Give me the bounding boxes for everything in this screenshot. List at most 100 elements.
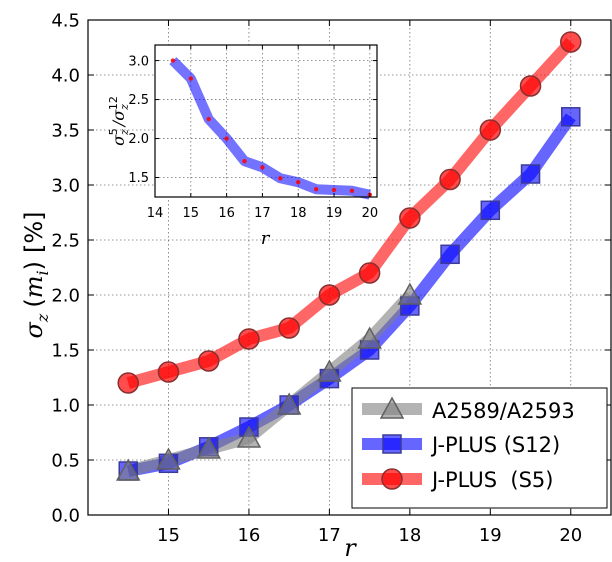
inset-y-axis-label: σz5/σz12 bbox=[107, 96, 131, 146]
inset-y-label-sub-z2: z bbox=[118, 104, 131, 111]
inset-grid bbox=[154, 45, 377, 197]
point-jplus-s5 bbox=[197, 350, 220, 372]
inset-point bbox=[331, 187, 337, 193]
main-y-tick-label: 0.5 bbox=[51, 450, 80, 471]
legend-entry-jplus-s12: J-PLUS (S12) bbox=[362, 433, 560, 457]
inset-y-label-slash-sigma: /σ bbox=[109, 109, 128, 128]
y-label-m: m bbox=[20, 276, 48, 299]
y-label-sigma: σ bbox=[20, 322, 48, 339]
point-a2589 bbox=[156, 447, 181, 470]
point-jplus-s5 bbox=[439, 168, 461, 191]
main-x-tick-label: 16 bbox=[237, 525, 260, 546]
point-a2589 bbox=[397, 282, 423, 305]
point-a2589 bbox=[317, 359, 342, 382]
main-plot-frame bbox=[87, 19, 612, 516]
main-ticks bbox=[88, 19, 611, 516]
inset-y-tick-label: 2.5 bbox=[128, 93, 149, 108]
point-jplus-s5 bbox=[399, 207, 421, 229]
y-label-sub-i: i bbox=[33, 270, 52, 275]
main-y-tick-label: 4.5 bbox=[51, 10, 80, 31]
inset-point bbox=[206, 116, 211, 122]
inset-x-axis-label: r bbox=[261, 228, 271, 249]
main-y-tick-label: 1.0 bbox=[51, 395, 80, 416]
inset-point bbox=[260, 165, 265, 170]
point-jplus-s5 bbox=[358, 262, 381, 284]
main-y-tick-label: 0.0 bbox=[51, 505, 80, 526]
main-y-tick-label: 2.0 bbox=[51, 285, 80, 306]
inset-point bbox=[296, 179, 301, 185]
point-jplus-s12 bbox=[561, 107, 581, 127]
main-chart: 15 16 17 18 19 20 0.0 0.5 1.0 1.5 2.0 2.5 3.0 3.5 4.0… bbox=[20, 10, 612, 562]
main-x-tick-label: 17 bbox=[318, 525, 341, 546]
point-jplus-s5 bbox=[117, 372, 139, 394]
legend-marker-square bbox=[382, 434, 402, 454]
main-y-axis-label: σz (mi) [%] bbox=[20, 212, 52, 339]
point-a2589 bbox=[196, 436, 221, 459]
inset-x-tick-label: 17 bbox=[254, 206, 271, 221]
legend-label-a2589: A2589/A2593 bbox=[432, 399, 575, 423]
legend-label-jplus-s5: J-PLUS (S5) bbox=[430, 468, 553, 492]
inset-point bbox=[170, 58, 176, 63]
y-label-unit: [%] bbox=[20, 212, 48, 254]
main-y-tick-label: 1.5 bbox=[51, 340, 80, 361]
inset-x-tick-label: 14 bbox=[147, 206, 164, 221]
legend: A2589/A2593 J-PLUS (S12) J-PLUS (S5) bbox=[351, 387, 608, 509]
point-jplus-s5 bbox=[238, 328, 260, 350]
main-x-tick-label: 18 bbox=[398, 525, 421, 546]
main-series bbox=[115, 31, 582, 481]
point-a2589 bbox=[357, 326, 382, 349]
inset-x-tick-label: 19 bbox=[326, 206, 343, 221]
y-label-close-paren: ) bbox=[20, 261, 48, 270]
main-x-tick-label: 19 bbox=[479, 525, 502, 546]
main-y-tick-label: 3.5 bbox=[51, 120, 80, 141]
inset-y-label-sub-z: z bbox=[118, 129, 131, 136]
point-a2589 bbox=[115, 458, 141, 481]
inset-y-label-sigma: σ bbox=[109, 134, 128, 146]
main-y-tick-label: 3.0 bbox=[51, 175, 80, 196]
inset-x-tick-label: 20 bbox=[362, 206, 379, 221]
main-x-tick-label: 15 bbox=[157, 525, 180, 546]
legend-entry-jplus-s5: J-PLUS (S5) bbox=[362, 468, 553, 492]
point-jplus-s5 bbox=[560, 31, 582, 53]
point-a2589 bbox=[276, 392, 302, 415]
point-jplus-s12 bbox=[440, 244, 460, 265]
inset-y-tick-label: 3.0 bbox=[128, 54, 149, 69]
main-x-tick-label: 20 bbox=[559, 525, 582, 546]
legend-marker-circle bbox=[381, 468, 403, 490]
legend-entry-a2589: A2589/A2593 bbox=[362, 396, 575, 423]
inset-x-tick-label: 18 bbox=[290, 206, 307, 221]
legend-marker-triangle bbox=[379, 396, 405, 419]
inset-point bbox=[278, 176, 283, 181]
inset-series bbox=[169, 57, 373, 200]
inset-x-tick-label: 15 bbox=[183, 206, 200, 221]
point-jplus-s12 bbox=[480, 200, 501, 221]
inset-point bbox=[242, 158, 247, 164]
inset-point bbox=[188, 76, 194, 81]
inset-series-line bbox=[169, 57, 371, 200]
legend-label-jplus-s12: J-PLUS (S12) bbox=[430, 433, 560, 457]
inset-x-tick-label: 16 bbox=[218, 206, 235, 221]
point-jplus-s12 bbox=[520, 164, 541, 184]
main-x-tick-labels: 15 16 17 18 19 20 bbox=[157, 525, 582, 546]
point-jplus-s5 bbox=[479, 119, 502, 141]
inset-ticks bbox=[154, 45, 377, 197]
inset-y-tick-label: 2.0 bbox=[128, 132, 149, 147]
point-jplus-s5 bbox=[318, 284, 341, 306]
inset-point bbox=[224, 136, 229, 141]
main-x-axis-label: r bbox=[344, 534, 357, 562]
main-y-tick-label: 4.0 bbox=[51, 65, 80, 86]
main-y-tick-labels: 0.0 0.5 1.0 1.5 2.0 2.5 3.0 3.5 4.0 4.5 bbox=[51, 10, 80, 526]
inset-point bbox=[313, 187, 319, 192]
inset-y-tick-labels: 1.5 2.0 2.5 3.0 bbox=[128, 54, 149, 186]
point-jplus-s5 bbox=[519, 75, 542, 97]
y-label-open-paren: ( bbox=[20, 298, 48, 307]
y-label-sub-z: z bbox=[33, 313, 52, 323]
inset-y-tick-label: 1.5 bbox=[128, 171, 149, 186]
inset-point bbox=[349, 188, 355, 193]
inset-y-label-sup-5: 5 bbox=[107, 128, 120, 135]
point-jplus-s5 bbox=[278, 317, 300, 339]
point-a2589 bbox=[236, 425, 262, 448]
inset-y-label-sup-12: 12 bbox=[107, 96, 120, 110]
inset-chart: 14 15 16 17 18 19 20 1.52.02.53.0 r σz5/σz12 bbox=[107, 44, 379, 249]
